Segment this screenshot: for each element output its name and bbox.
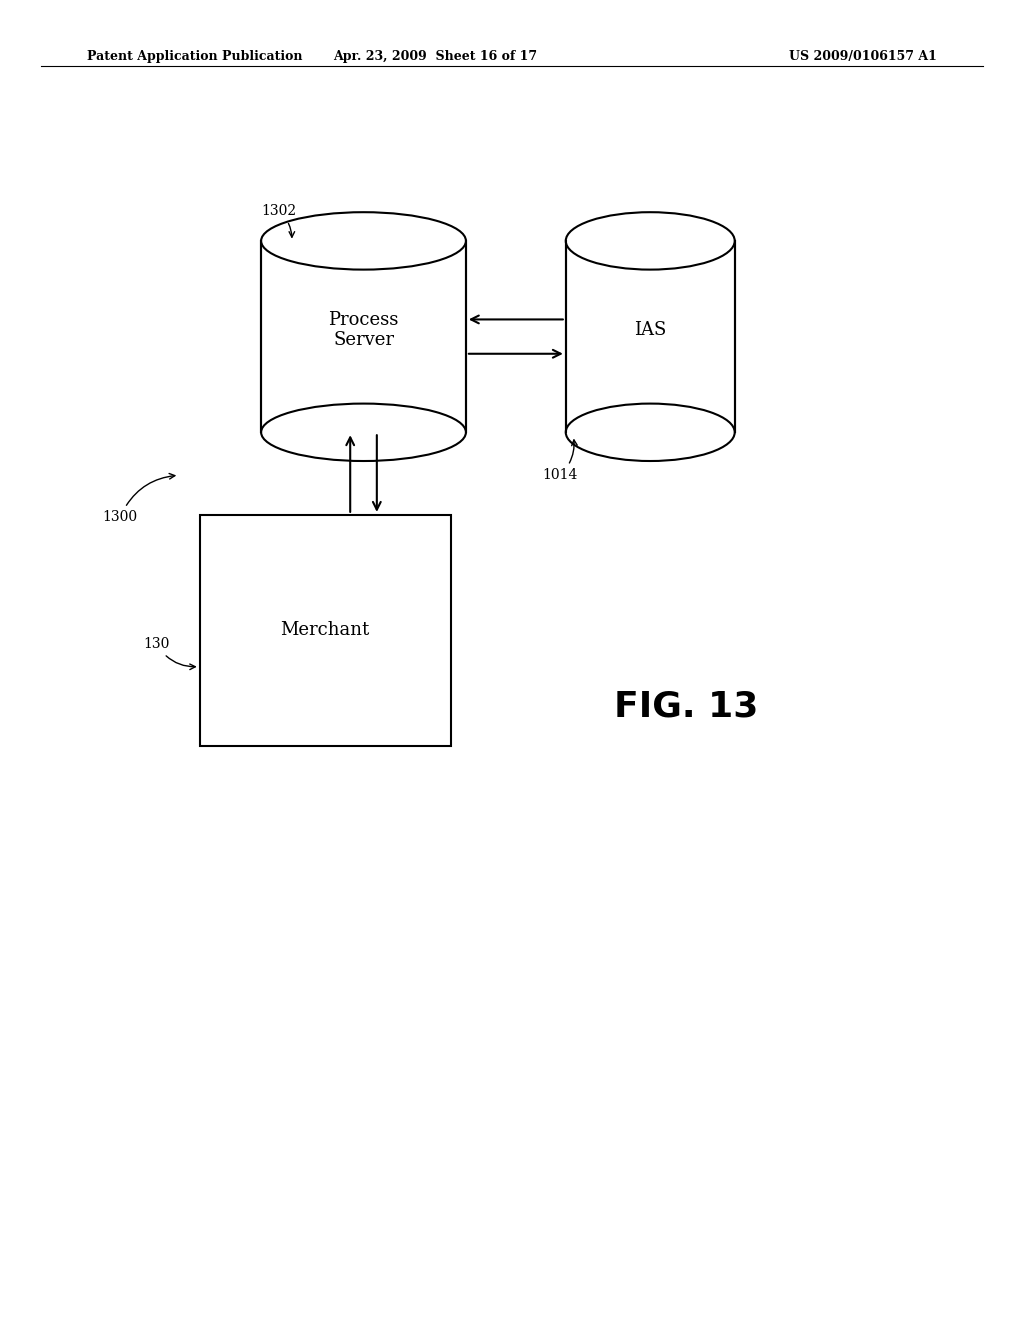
Ellipse shape — [565, 213, 735, 269]
Text: FIG. 13: FIG. 13 — [614, 689, 758, 723]
Text: US 2009/0106157 A1: US 2009/0106157 A1 — [790, 50, 937, 63]
Text: Merchant: Merchant — [281, 622, 370, 639]
Bar — [261, 242, 466, 433]
Text: Process
Server: Process Server — [329, 310, 398, 350]
Ellipse shape — [565, 404, 735, 461]
Bar — [565, 242, 735, 433]
Text: 1302: 1302 — [261, 205, 296, 238]
Text: Apr. 23, 2009  Sheet 16 of 17: Apr. 23, 2009 Sheet 16 of 17 — [333, 50, 538, 63]
Ellipse shape — [261, 213, 466, 269]
Bar — [200, 515, 451, 746]
Ellipse shape — [565, 213, 735, 269]
Text: Patent Application Publication: Patent Application Publication — [87, 50, 302, 63]
Text: 1014: 1014 — [543, 440, 579, 482]
Text: 1300: 1300 — [102, 474, 175, 524]
Text: 130: 130 — [143, 638, 196, 669]
Text: IAS: IAS — [634, 321, 667, 339]
Ellipse shape — [261, 404, 466, 461]
Ellipse shape — [261, 213, 466, 269]
